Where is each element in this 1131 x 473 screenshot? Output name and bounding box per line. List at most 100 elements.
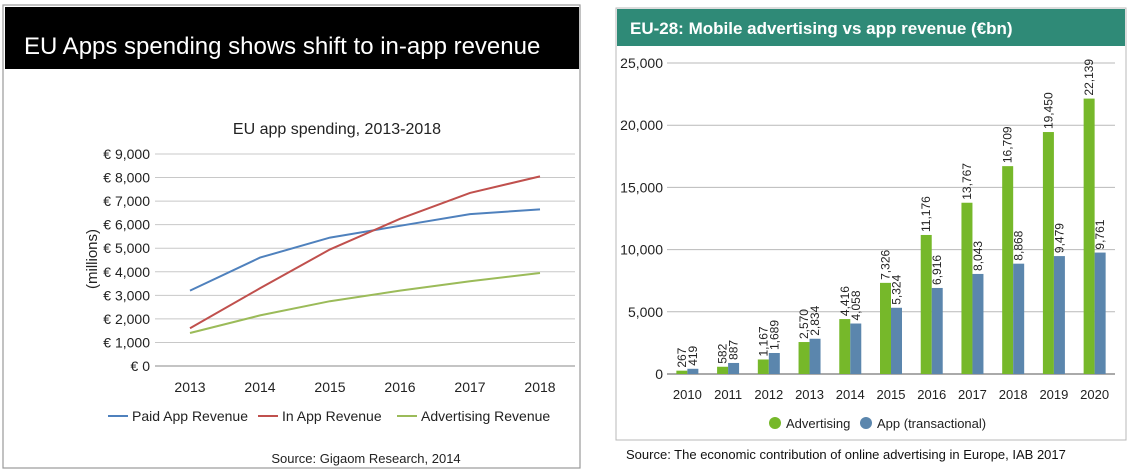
bar-advertising-2011 bbox=[717, 366, 729, 374]
bar-chart-legend: Advertising App (transactional) bbox=[769, 416, 986, 431]
legend-label-1: Paid App Revenue bbox=[132, 408, 248, 424]
bar-data-label: 16,709 bbox=[1001, 126, 1015, 163]
series-line-1 bbox=[189, 208, 541, 292]
line-ytick-label: € 2,000 bbox=[103, 311, 150, 327]
bar-app-2018 bbox=[1013, 263, 1025, 374]
left-panel-frame bbox=[2, 4, 581, 469]
bar-data-label: 5,324 bbox=[890, 274, 904, 304]
right-header-background bbox=[617, 9, 1125, 46]
bar-advertising-2013 bbox=[798, 342, 810, 374]
line-chart-legend: Paid App Revenue In App Revenue Advertisin… bbox=[108, 408, 550, 424]
bar-data-label: 8,043 bbox=[971, 241, 985, 271]
bar-xtick-label: 2019 bbox=[1039, 387, 1068, 402]
line-xtick-label: 2016 bbox=[384, 379, 415, 395]
right-panel-frame bbox=[615, 7, 1127, 441]
bar-data-label: 11,176 bbox=[919, 196, 933, 232]
right-header-title: EU-28: Mobile advertising vs app revenue… bbox=[630, 19, 1013, 38]
bar-xtick-label: 2012 bbox=[754, 387, 783, 402]
bar-app-2012 bbox=[768, 352, 780, 374]
line-ytick-label: € 8,000 bbox=[103, 170, 150, 186]
bar-app-2011 bbox=[728, 362, 740, 374]
bar-data-label: 1,689 bbox=[767, 320, 781, 350]
bar-xtick-label: 2014 bbox=[836, 387, 865, 402]
line-chart-series bbox=[189, 175, 541, 334]
bar-ytick-label: 20,000 bbox=[620, 117, 663, 133]
bar-data-label: 582 bbox=[716, 343, 730, 363]
bar-chart-yticks: 0 5,000 10,000 15,000 20,000 25,000 bbox=[620, 55, 663, 382]
bar-data-label: 6,916 bbox=[930, 255, 944, 285]
bar-xtick-label: 2011 bbox=[714, 387, 742, 402]
bar-xtick-label: 2016 bbox=[917, 387, 946, 402]
legend-label-2: In App Revenue bbox=[282, 408, 382, 424]
bar-advertising-2019 bbox=[1042, 132, 1054, 374]
bar-chart-bars: 267 582 1,167 2,570 4,416 7,326 11,176 13,767 16… bbox=[675, 59, 1107, 374]
bar-data-label: 419 bbox=[686, 345, 700, 365]
bar-app-2013 bbox=[809, 338, 821, 374]
line-xtick-label: 2018 bbox=[524, 379, 555, 395]
bar-data-label: 9,479 bbox=[1052, 223, 1066, 253]
bar-advertising-2015 bbox=[880, 282, 891, 374]
bar-app-2014 bbox=[850, 323, 862, 374]
left-source-note: Source: Gigaom Research, 2014 bbox=[271, 451, 460, 466]
bar-app-2010 bbox=[687, 368, 699, 374]
line-ytick-label: € 1,000 bbox=[103, 334, 150, 350]
right-source-note: Source: The economic contribution of onl… bbox=[626, 447, 1066, 462]
series-line-2 bbox=[189, 175, 541, 330]
line-chart-title: EU app spending, 2013-2018 bbox=[233, 121, 441, 138]
bar-app-2015 bbox=[891, 307, 902, 374]
bar-data-label: 2,570 bbox=[797, 309, 811, 339]
left-panel: EU Apps spending shows shift to in-app r… bbox=[2, 4, 581, 469]
bar-ytick-label: 0 bbox=[655, 366, 663, 382]
line-xtick-label: 2015 bbox=[314, 379, 345, 395]
right-panel: EU-28: Mobile advertising vs app revenue… bbox=[615, 7, 1127, 462]
bar-legend-label-2: App (transactional) bbox=[877, 416, 986, 431]
bar-chart-xticks: 2010 2011 2012 2013 2014 2015 2016 2017 2018 2019… bbox=[673, 387, 1109, 402]
bar-data-label: 4,416 bbox=[838, 286, 852, 316]
line-chart-yticks: € 0 € 1,000 € 2,000 € 3,000 € 4,000 € 5,000 € … bbox=[103, 146, 150, 374]
bar-data-label: 22,139 bbox=[1082, 59, 1096, 96]
line-chart-ylabel: (millions) bbox=[84, 229, 101, 289]
line-xtick-label: 2013 bbox=[174, 379, 205, 395]
bar-xtick-label: 2013 bbox=[795, 387, 824, 402]
bar-ytick-label: 15,000 bbox=[620, 179, 663, 195]
bar-app-2019 bbox=[1053, 256, 1065, 374]
bar-data-label: 8,868 bbox=[1012, 230, 1026, 260]
bar-data-label: 4,058 bbox=[849, 290, 863, 320]
bar-advertising-2012 bbox=[757, 359, 769, 374]
bar-legend-dot-1 bbox=[769, 417, 781, 429]
bar-advertising-2017 bbox=[961, 202, 973, 374]
bar-data-label: 19,450 bbox=[1041, 92, 1055, 129]
bar-xtick-label: 2020 bbox=[1080, 387, 1109, 402]
bar-advertising-2014 bbox=[839, 319, 851, 374]
bar-ytick-label: 5,000 bbox=[628, 304, 663, 320]
line-ytick-label: € 9,000 bbox=[103, 146, 150, 162]
bar-legend-dot-2 bbox=[860, 417, 872, 429]
bar-data-label: 13,767 bbox=[960, 163, 974, 200]
banner-background bbox=[5, 7, 579, 69]
bar-xtick-label: 2017 bbox=[958, 387, 987, 402]
bar-data-label: 887 bbox=[727, 340, 741, 360]
line-ytick-label: € 6,000 bbox=[103, 217, 150, 233]
line-ytick-label: € 7,000 bbox=[103, 193, 150, 209]
bar-xtick-label: 2015 bbox=[877, 387, 906, 402]
bar-app-2017 bbox=[972, 273, 984, 374]
line-ytick-label: € 5,000 bbox=[103, 240, 150, 256]
bar-data-label: 7,326 bbox=[879, 250, 893, 280]
legend-label-3: Advertising Revenue bbox=[421, 408, 550, 424]
line-chart-gridlines bbox=[155, 153, 575, 367]
bar-xtick-label: 2010 bbox=[673, 387, 702, 402]
bar-advertising-2020 bbox=[1083, 98, 1095, 374]
line-ytick-label: € 4,000 bbox=[103, 264, 150, 280]
bar-ytick-label: 25,000 bbox=[620, 55, 663, 71]
line-chart-xticks: 2013 2014 2015 2016 2017 2018 bbox=[174, 379, 555, 395]
line-ytick-label: € 0 bbox=[131, 358, 151, 374]
bar-ytick-label: 10,000 bbox=[620, 242, 663, 258]
line-ytick-label: € 3,000 bbox=[103, 287, 150, 303]
bar-app-2016 bbox=[931, 287, 943, 374]
line-xtick-label: 2017 bbox=[454, 379, 485, 395]
bar-data-label: 1,167 bbox=[756, 326, 770, 356]
bar-app-2020 bbox=[1094, 252, 1106, 374]
bar-data-label: 9,761 bbox=[1093, 219, 1107, 249]
bar-data-label: 2,834 bbox=[808, 305, 822, 335]
